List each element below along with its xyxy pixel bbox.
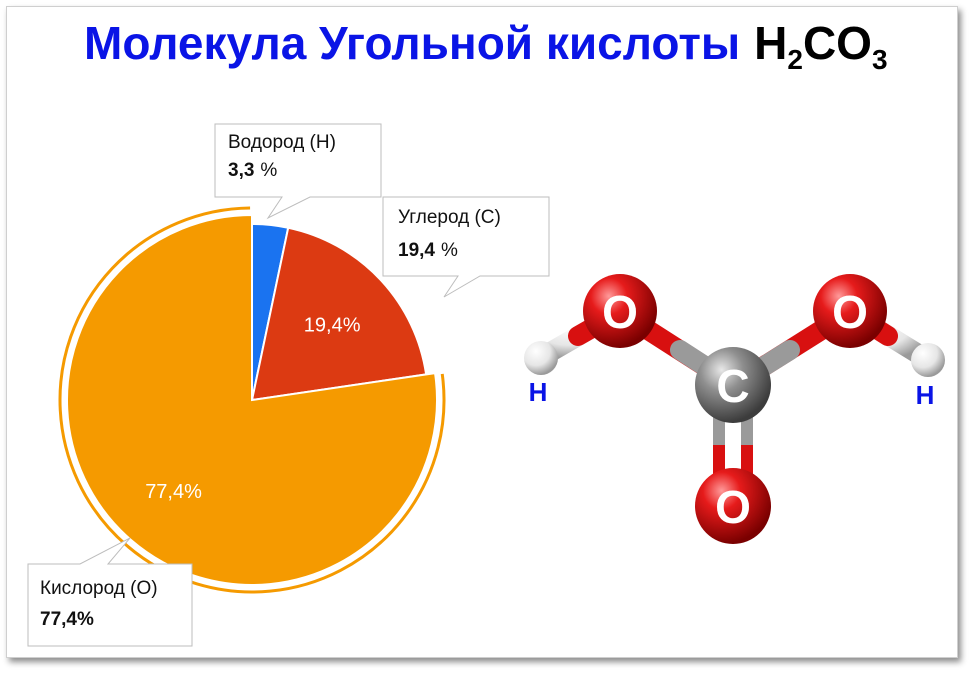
atom-label-o-right: O	[832, 286, 868, 338]
oxygen-atom-left	[583, 274, 657, 348]
formula-co-sub: 3	[871, 44, 888, 75]
pie-group: 19,4% 77,4%	[58, 206, 446, 594]
callout-carbon-number: 19,4	[398, 240, 435, 261]
hydrogen-atom-left	[524, 341, 558, 375]
callout-hydrogen-number: 3,3	[228, 160, 254, 181]
page-title: Молекула Угольной кислоты H2CO3	[84, 16, 888, 76]
callout-oxygen-value: 77,4%	[40, 609, 94, 630]
formula-h-sub: 2	[787, 44, 803, 75]
pie-slice-2	[66, 213, 438, 586]
title-text: Молекула Угольной кислоты	[84, 17, 741, 69]
callout-carbon-value: 19,4%	[398, 240, 458, 261]
atom-label-c: C	[716, 360, 749, 412]
oxygen-atom-bottom	[695, 468, 771, 544]
carbon-atom	[695, 347, 771, 423]
atom-label-o-bottom: O	[715, 481, 751, 533]
callout-oxygen-label: Кислород (O)	[40, 578, 158, 599]
oxygen-atom-right	[813, 274, 887, 348]
callout-carbon: Углерод (C) 19,4%	[382, 196, 550, 298]
pie-slice-1	[250, 226, 428, 402]
molecule-model: O O C O H H	[524, 274, 945, 544]
atom-label-h-left: H	[529, 377, 548, 407]
atom-label-h-right: H	[916, 380, 935, 410]
pie-slice-label-2: 77,4%	[145, 481, 202, 503]
pie-slice-label-1: 19,4%	[304, 315, 361, 337]
callout-oxygen: Кислород (O) 77,4%	[27, 537, 193, 647]
callout-hydrogen-value: 3,3%	[228, 160, 277, 181]
hydrogen-atom-right	[911, 343, 945, 377]
callout-carbon-unit: %	[441, 240, 458, 261]
title-formula: H2CO3	[754, 17, 887, 75]
callout-hydrogen: Водород (H) 3,3%	[214, 123, 382, 220]
callout-hydrogen-unit: %	[260, 160, 277, 181]
atom-label-o-left: O	[602, 286, 638, 338]
formula-h: H	[754, 17, 788, 69]
formula-co: CO	[802, 17, 872, 69]
callout-carbon-label: Углерод (C)	[398, 207, 501, 228]
pie-slice-highlight-ring	[58, 206, 446, 594]
callout-hydrogen-label: Водород (H)	[228, 132, 336, 153]
